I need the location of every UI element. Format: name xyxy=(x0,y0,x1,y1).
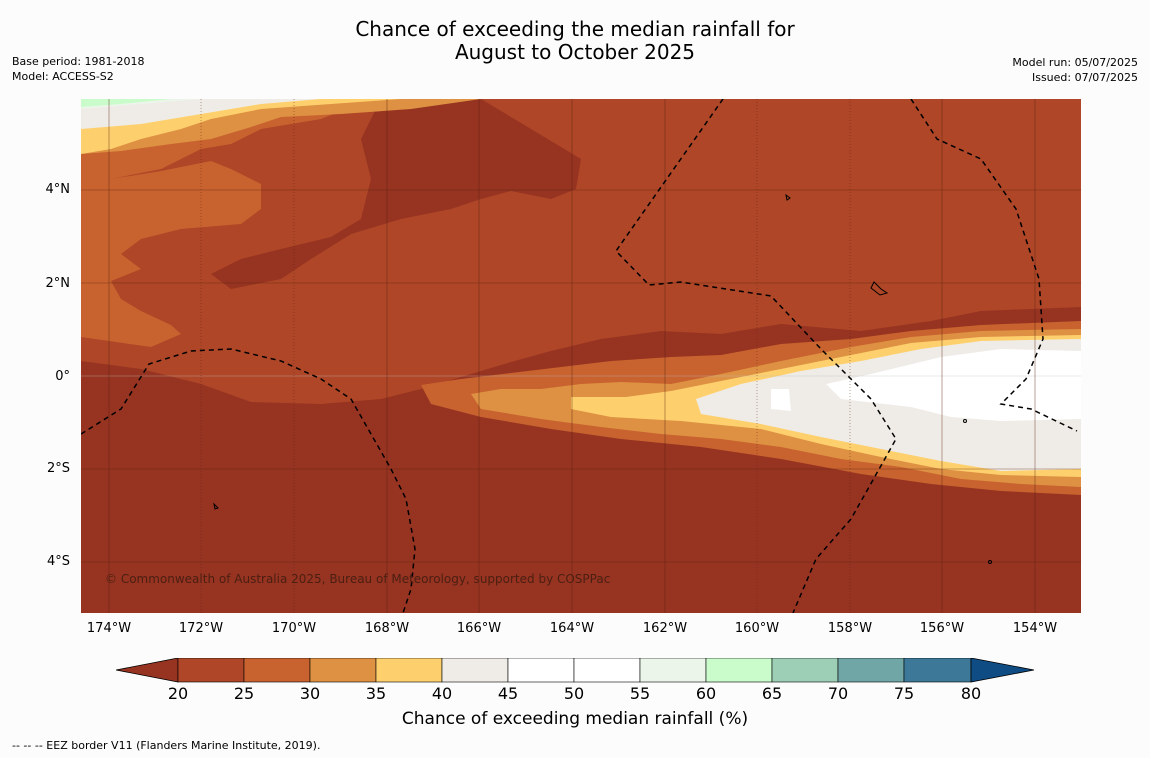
model-name: Model: ACCESS-S2 xyxy=(12,70,114,83)
band-20-25 xyxy=(81,99,1081,404)
island-outlines xyxy=(213,193,992,564)
lat-label: 2°S xyxy=(46,461,70,476)
colorbar-swatch xyxy=(441,657,509,683)
colorbar-tick: 65 xyxy=(761,684,783,703)
colorbar-under-arrow xyxy=(115,657,179,683)
colorbar-tick: 75 xyxy=(893,684,915,703)
colorbar-swatch xyxy=(375,657,443,683)
lon-label: 174°W xyxy=(86,621,132,636)
map-title-line2: August to October 2025 xyxy=(454,40,696,64)
map-title: Chance of exceeding the median rainfall … xyxy=(0,18,1150,64)
band-20-25-dark-patch xyxy=(211,99,581,289)
colorbar-tick: 60 xyxy=(695,684,717,703)
colorbar-swatch xyxy=(705,657,773,683)
eez-footnote: -- -- -- EEZ border V11 (Flanders Marine… xyxy=(12,739,321,752)
colorbar-tick: 25 xyxy=(233,684,255,703)
colorbar-tick: 70 xyxy=(827,684,849,703)
colorbar-tick: 45 xyxy=(497,684,519,703)
lon-label: 154°W xyxy=(1012,621,1058,636)
lon-label: 166°W xyxy=(456,621,502,636)
band-20-25-dark-patch-2 xyxy=(399,124,453,164)
lat-label: 4°N xyxy=(45,182,71,197)
map-title-line1: Chance of exceeding the median rainfall … xyxy=(355,17,795,41)
band-40-45 xyxy=(81,99,1081,471)
lon-label: 158°W xyxy=(827,621,873,636)
lon-label: 162°W xyxy=(642,621,688,636)
colorbar-tick: 30 xyxy=(299,684,321,703)
band-45-55 xyxy=(771,349,1081,421)
eez-border xyxy=(81,99,1078,613)
colorbar xyxy=(115,657,1036,688)
base-period: Base period: 1981-2018 xyxy=(12,55,145,68)
colorbar-swatch xyxy=(837,657,905,683)
colorbar-svg xyxy=(115,657,1035,683)
colorbar-tick: 55 xyxy=(629,684,651,703)
colorbar-tick: 80 xyxy=(960,684,982,703)
map-canvas xyxy=(81,99,1081,613)
colorbar-tick: 50 xyxy=(563,684,585,703)
issued-date: Issued: 07/07/2025 xyxy=(1031,71,1138,84)
colorbar-tick: 20 xyxy=(167,684,189,703)
lat-label: 0° xyxy=(55,369,70,384)
colorbar-tick: 35 xyxy=(365,684,387,703)
lon-label: 170°W xyxy=(271,621,317,636)
colorbar-swatch xyxy=(771,657,839,683)
rainfall-map[interactable] xyxy=(81,99,1081,613)
colorbar-swatch xyxy=(639,657,707,683)
lat-label: 2°N xyxy=(45,276,71,291)
meta-left: Base period: 1981-2018 Model: ACCESS-S2 xyxy=(12,54,144,84)
colorbar-swatch xyxy=(243,657,311,683)
colorbar-swatch xyxy=(507,657,575,683)
meta-right: Model run: 05/07/2025 Issued: 07/07/2025 xyxy=(1012,55,1138,85)
lon-label: 156°W xyxy=(919,621,965,636)
model-run: Model run: 05/07/2025 xyxy=(1012,56,1138,69)
colorbar-tick: 40 xyxy=(431,684,453,703)
lon-label: 164°W xyxy=(549,621,595,636)
colorbar-swatch xyxy=(903,657,972,683)
colorbar-label: Chance of exceeding median rainfall (%) xyxy=(401,709,749,729)
lon-label: 160°W xyxy=(734,621,780,636)
colorbar-swatch xyxy=(573,657,641,683)
lon-label: 168°W xyxy=(364,621,410,636)
copyright-notice: © Commonwealth of Australia 2025, Bureau… xyxy=(105,572,611,586)
lat-label: 4°S xyxy=(46,554,70,569)
colorbar-swatch xyxy=(309,657,377,683)
lon-label: 172°W xyxy=(178,621,224,636)
colorbar-over-arrow xyxy=(970,657,1035,683)
colorbar-swatch xyxy=(177,657,245,683)
band-60-65 xyxy=(81,99,171,107)
